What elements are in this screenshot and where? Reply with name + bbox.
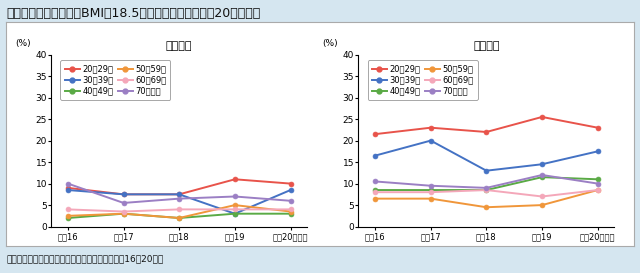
Text: 資料：厚生労働省「国民健康・栄養調査」（平成16～20年）: 資料：厚生労働省「国民健康・栄養調査」（平成16～20年） <box>6 254 164 263</box>
Legend: 20～29歳, 30～39歳, 40～49歳, 50～59歳, 60～69歳, 70歳以上: 20～29歳, 30～39歳, 40～49歳, 50～59歳, 60～69歳, … <box>61 61 170 100</box>
Text: (%): (%) <box>323 39 338 48</box>
Title: 〈男性〉: 〈男性〉 <box>166 41 193 51</box>
Legend: 20～29歳, 30～39歳, 40～49歳, 50～59歳, 60～69歳, 70歳以上: 20～29歳, 30～39歳, 40～49歳, 50～59歳, 60～69歳, … <box>368 61 477 100</box>
Text: (%): (%) <box>15 39 31 48</box>
Text: 痩身（低体重）の者（BMI＜18.5）の割合の年次推移（20歳以上）: 痩身（低体重）の者（BMI＜18.5）の割合の年次推移（20歳以上） <box>6 7 260 20</box>
Title: 〈女性〉: 〈女性〉 <box>473 41 500 51</box>
